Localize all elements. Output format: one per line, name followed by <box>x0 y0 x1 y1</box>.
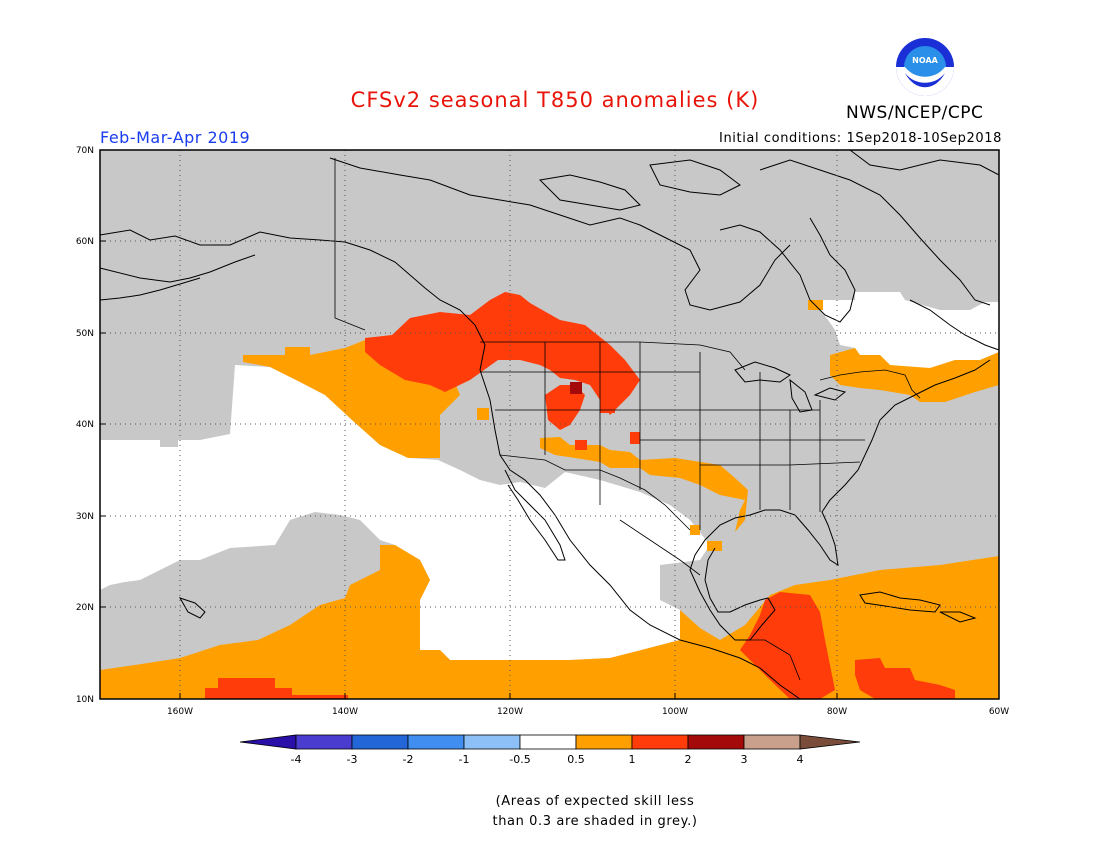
lon-label-160w: 160W <box>167 707 193 717</box>
anomaly-1-2-regions <box>205 292 955 699</box>
colorbar-lower-arrow <box>239 734 297 750</box>
lon-label-100w: 100W <box>662 707 688 717</box>
lat-label-70n: 70N <box>76 146 94 156</box>
colorbar-bin <box>631 734 689 750</box>
lon-label-80w: 80W <box>827 707 847 717</box>
colorbar-bin <box>687 734 745 750</box>
lat-label-10n: 10N <box>76 695 94 705</box>
lat-label-50n: 50N <box>76 329 94 339</box>
political-borders <box>334 158 921 681</box>
colorbar-label: 2 <box>685 753 692 766</box>
colorbar: -4 -3 -2 -1 -0.5 0.5 1 2 3 4 <box>239 734 861 766</box>
colorbar-label: -1 <box>459 753 470 766</box>
skill-note-line-2: than 0.3 are shaded in grey.) <box>492 814 698 829</box>
lat-label-20n: 20N <box>76 603 94 613</box>
colorbar-label: 0.5 <box>567 753 585 766</box>
anomaly-2-3-regions <box>570 382 582 394</box>
colorbar-bin <box>575 734 633 750</box>
colorbar-label: -0.5 <box>509 753 530 766</box>
noaa-logo-text: NOAA <box>912 56 938 65</box>
lon-label-60w: 60W <box>989 707 1009 717</box>
colorbar-bin <box>519 734 577 750</box>
colorbar-bin <box>351 734 409 750</box>
colorbar-label: 1 <box>629 753 636 766</box>
colorbar-bin <box>743 734 801 750</box>
lat-label-40n: 40N <box>76 420 94 430</box>
lon-label-140w: 140W <box>332 707 358 717</box>
axis-ticks <box>100 149 1000 699</box>
colorbar-bin <box>295 734 353 750</box>
initial-conditions: Initial conditions: 1Sep2018-10Sep2018 <box>719 131 1002 146</box>
colorbar-label: -2 <box>403 753 414 766</box>
colorbar-label: 3 <box>741 753 748 766</box>
lat-label-30n: 30N <box>76 512 94 522</box>
lon-label-120w: 120W <box>497 707 523 717</box>
colorbar-label: -3 <box>347 753 358 766</box>
colorbar-label: -4 <box>291 753 302 766</box>
near-normal-regions <box>100 292 999 660</box>
colorbar-upper-arrow <box>799 734 861 750</box>
map-title: CFSv2 seasonal T850 anomalies (K) <box>350 88 760 112</box>
skill-note: (Areas of expected skill less than 0.3 a… <box>0 792 1100 832</box>
colorbar-bin <box>407 734 465 750</box>
skill-note-line-1: (Areas of expected skill less <box>495 794 695 809</box>
lat-label-60n: 60N <box>76 237 94 247</box>
colorbar-label: 4 <box>797 753 804 766</box>
agency-label: NWS/NCEP/CPC <box>846 103 984 123</box>
forecast-period: Feb-Mar-Apr 2019 <box>100 128 251 147</box>
colorbar-bin <box>463 734 521 750</box>
noaa-logo: NOAA <box>896 38 954 96</box>
